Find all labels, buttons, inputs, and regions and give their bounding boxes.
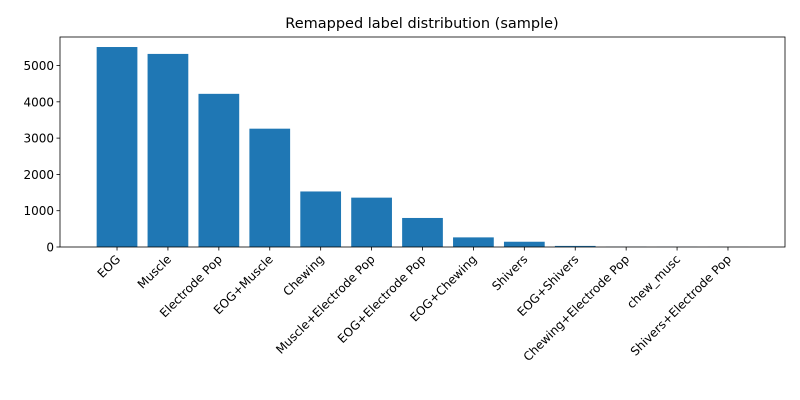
bar <box>96 47 138 247</box>
bar <box>351 197 392 247</box>
y-tick-label: 4000 <box>23 95 54 109</box>
y-tick-label: 3000 <box>23 132 54 146</box>
chart-title: Remapped label distribution (sample) <box>285 16 558 32</box>
plot-frame <box>59 36 786 248</box>
bars-group <box>96 47 749 248</box>
bar <box>453 237 494 247</box>
y-tick-label: 5000 <box>23 59 54 73</box>
bar <box>147 53 189 247</box>
y-tick-label: 2000 <box>23 168 54 182</box>
bar <box>554 245 596 247</box>
y-tick-label: 0 <box>46 241 54 255</box>
bar <box>249 128 291 247</box>
bar <box>198 93 240 248</box>
y-tick-label: 1000 <box>23 204 54 218</box>
bar <box>402 217 443 247</box>
y-axis: 0 1000 2000 3000 4000 5000 <box>23 59 60 255</box>
bar <box>300 191 342 247</box>
bar <box>503 241 545 247</box>
